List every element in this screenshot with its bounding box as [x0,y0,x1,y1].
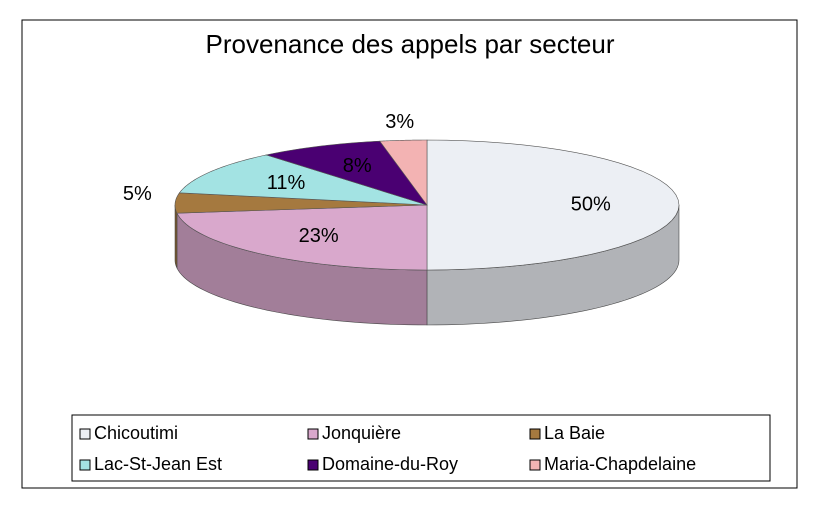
data-label: 23% [299,225,339,247]
data-label: 11% [267,172,306,194]
legend-label: La Baie [544,423,605,443]
legend-label: Chicoutimi [94,423,178,443]
legend-swatch [79,459,91,471]
legend-box [71,414,771,482]
data-label: 3% [385,111,414,133]
pie-slice [379,139,428,206]
pie-side-shade [175,205,177,269]
legend-swatch [307,459,319,471]
legend-label: Domaine-du-Roy [322,454,458,474]
data-label: 5% [123,183,152,205]
pie-slice [174,192,428,214]
legend-swatch [529,428,541,440]
legend-swatch [529,459,541,471]
data-label: 8% [343,155,372,177]
legend-label: Lac-St-Jean Est [94,454,222,474]
pie-slice [265,140,428,206]
legend-label: Jonquière [322,423,401,443]
pie-slice [426,139,680,271]
pie-slice [178,154,428,206]
legend-label: Maria-Chapdelaine [544,454,696,474]
pie-side-shade [176,213,427,325]
pie-slice [176,204,428,271]
legend-swatch [307,428,319,440]
pie-side-shade [427,205,679,325]
chart-title: Provenance des appels par secteur [205,29,614,59]
legend-swatch [79,428,91,440]
data-label: 50% [571,193,611,215]
